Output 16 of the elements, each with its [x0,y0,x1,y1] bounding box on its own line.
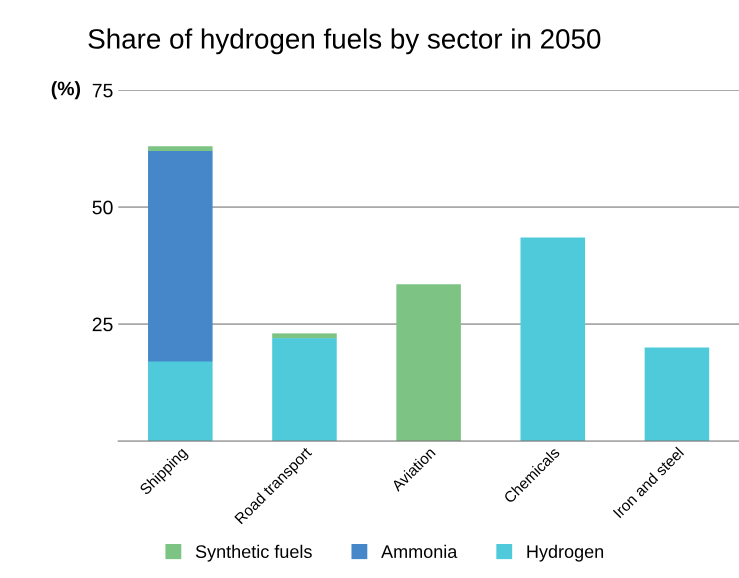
bar [396,284,461,442]
legend-label: Synthetic fuels [196,544,312,562]
bar [148,150,213,362]
y-axis-title: (%) [52,81,80,100]
bar [148,361,213,442]
y-tick-label: 50 [92,200,113,214]
bar [148,146,213,151]
bar [272,333,337,338]
legend-label: Ammonia [381,544,458,558]
bar [520,238,586,442]
chart-title: Share of hydrogen fuels by sector in 2050 [88,28,600,54]
y-tick-label: 25 [92,318,113,332]
bar [644,347,710,442]
legend-label: Hydrogen [527,544,604,562]
y-tick-label: 75 [92,84,113,98]
bar [272,338,337,442]
